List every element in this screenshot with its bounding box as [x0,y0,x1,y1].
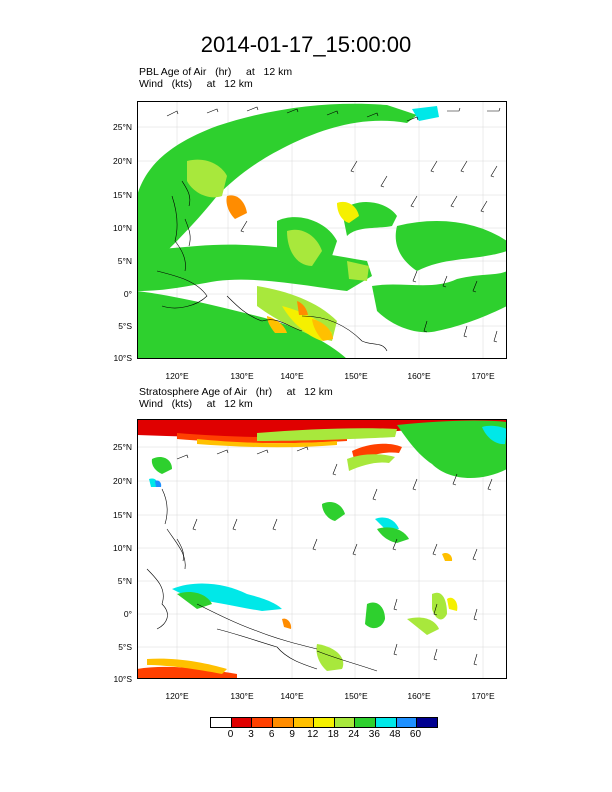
page-title: 2014-01-17_15:00:00 [200,32,412,57]
colorbar-label: 36 [368,729,380,740]
lat-tick: 25°N [113,442,132,452]
colorbar-swatch [230,718,252,727]
lon-tick: 140°E [280,691,304,701]
colorbar-swatch [416,718,438,727]
colorbar-label: 0 [227,729,234,740]
colorbar-swatch [271,718,293,727]
colorbar-swatch [395,718,417,727]
lat-tick: 5°S [118,321,132,331]
map-frame [137,419,507,679]
panel1-title-line1: PBL Age of Air (hr) at 12 km [139,66,293,78]
lon-tick: 130°E [230,691,254,701]
lon-tick: 150°E [344,691,368,701]
panel2-title-line1: Stratosphere Age of Air (hr) at 12 km [139,386,333,398]
lat-tick: 5°N [117,256,132,266]
lon-tick: 140°E [280,371,304,381]
map-frame [137,101,507,359]
pbl-age-map [137,101,507,359]
colorbar [210,717,438,728]
colorbar-swatch [313,718,334,727]
lat-tick: 15°N [113,190,132,200]
age-shading [137,419,507,679]
colorbar-swatch [375,718,396,727]
stratosphere-age-map [137,419,507,679]
panel1-title-line2: Wind (kts) at 12 km [139,78,253,90]
lat-tick: 0° [123,289,132,299]
colorbar-label: 48 [389,729,401,740]
lat-tick: 20°N [113,476,132,486]
lat-tick: 10°S [113,353,132,363]
lon-tick: 170°E [471,371,495,381]
colorbar-swatch [354,718,376,727]
colorbar-label: 60 [409,729,422,740]
wind-barbs [176,446,493,666]
colorbar-label: 6 [268,729,275,740]
lon-tick: 120°E [165,371,189,381]
lat-tick: 5°N [117,576,132,586]
lat-tick: 10°S [113,674,132,684]
colorbar-swatch [211,718,231,727]
lon-tick: 160°E [407,371,431,381]
lat-tick: 15°N [113,510,132,520]
coastlines [156,180,388,352]
wind-barbs [166,106,501,343]
lat-tick: 5°S [118,642,132,652]
lat-tick: 25°N [113,122,132,132]
colorbar-label: 18 [327,729,339,740]
colorbar-label: 12 [307,729,319,740]
coastlines [146,488,378,672]
lon-tick: 120°E [165,691,189,701]
colorbar-swatch [251,718,272,727]
colorbar-swatch [292,718,314,727]
age-shading [137,103,507,359]
lon-tick: 130°E [230,371,254,381]
lat-tick: 20°N [113,156,132,166]
lon-tick: 170°E [471,691,495,701]
colorbar-label: 9 [289,729,295,740]
colorbar-swatch [333,718,355,727]
lat-tick: 10°N [113,223,132,233]
colorbar-label: 3 [248,729,254,740]
lat-tick: 0° [123,609,132,619]
colorbar-labels: 0 3 6 9 12 18 24 36 48 60 [0,729,612,743]
panel2-title-line2: Wind (kts) at 12 km [139,398,253,410]
lon-tick: 160°E [407,691,431,701]
lat-tick: 10°N [113,543,132,553]
lon-tick: 150°E [344,371,368,381]
colorbar-label: 24 [348,729,360,740]
